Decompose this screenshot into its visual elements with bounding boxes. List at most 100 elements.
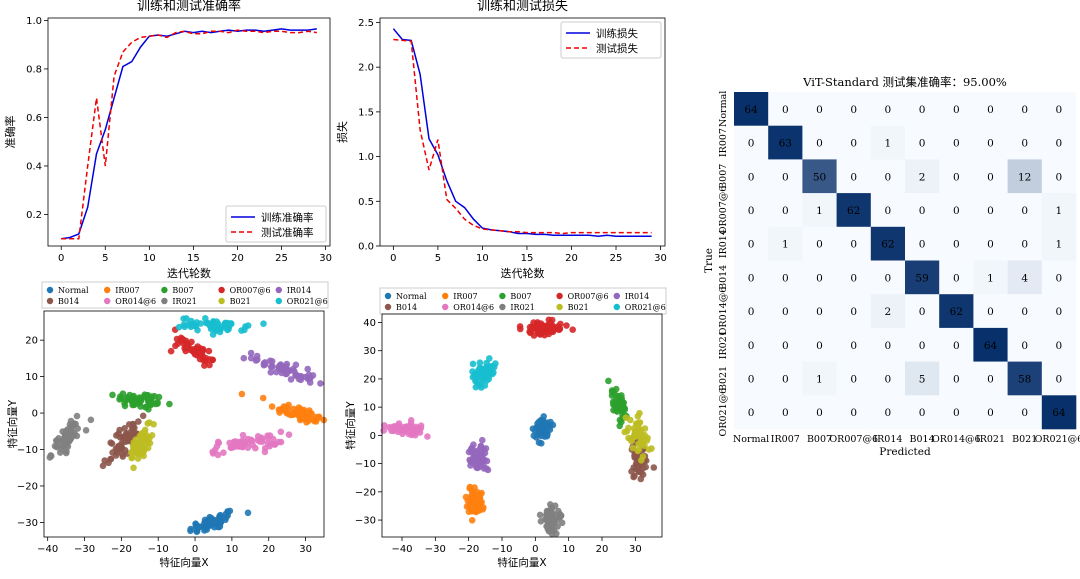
y-tick-label: 10 (363, 403, 376, 414)
heatmap-cell-value: 1 (987, 272, 994, 284)
y-axis-label: 特征向量Y (344, 401, 357, 450)
loss-chart: 训练和测试损失 0 5 10 15 20 25 30 0.0 0.5 1.0 1.5 2.0 2.5 迭代轮… (335, 0, 667, 280)
x-tick-label: B021 (1012, 434, 1037, 445)
heatmap-cell-value: 0 (850, 138, 857, 150)
y-tick-label: OR021@6 (718, 388, 729, 437)
heatmap-cell (939, 159, 974, 194)
y-axis-label: 准确率 (3, 116, 17, 149)
scatter-point (220, 449, 227, 457)
heatmap-cell-value: 0 (885, 205, 892, 217)
heatmap-cell-value: 0 (816, 407, 823, 419)
x-tick-label: 15 (187, 253, 200, 264)
scatter-point (119, 390, 127, 398)
scatter-point (285, 431, 293, 439)
scatter-point (267, 369, 275, 376)
heatmap-cell (870, 159, 906, 194)
heatmap-cell (870, 260, 906, 295)
legend-box (225, 205, 327, 243)
x-axis-label: 迭代轮数 (167, 266, 211, 280)
heatmap-cell-value: 0 (953, 239, 960, 251)
scatter-point (534, 319, 541, 326)
scatter-point (167, 347, 175, 355)
heatmap-cell (973, 193, 1008, 228)
scatter-point (199, 356, 207, 364)
scatter-point (486, 366, 494, 374)
heatmap-cell-value: 0 (919, 205, 926, 217)
x-tick-label: −30 (425, 544, 446, 555)
scatter-point (476, 364, 484, 372)
y-tick-label: −10 (17, 445, 38, 456)
scatter-point (112, 452, 120, 459)
scatter-point (47, 452, 55, 459)
heatmap-cell-value: 0 (850, 104, 857, 116)
heatmap-cell (1007, 92, 1043, 126)
heatmap-cell (836, 193, 872, 228)
scatter-point (137, 434, 145, 442)
y-tick-label: 30 (363, 346, 376, 357)
heatmap-cell (870, 361, 906, 396)
heatmap-cell (836, 294, 872, 329)
scatter-point (638, 457, 645, 464)
legend-label: IR007 (115, 286, 139, 295)
scatter-point (206, 513, 213, 521)
scatter-point (147, 398, 155, 406)
scatter-point (527, 329, 534, 337)
scatter-point (139, 412, 147, 420)
scatter-point (150, 421, 157, 428)
scatter-point (557, 512, 565, 519)
legend-label: OR007@6 (230, 286, 271, 295)
scatter-point (216, 328, 224, 336)
heatmap-cell-value: 0 (987, 171, 994, 183)
heatmap-cell (734, 395, 769, 430)
heatmap-cell (905, 159, 940, 194)
legend-marker (275, 286, 282, 294)
scatter-point (62, 449, 70, 457)
scatter-point (289, 365, 297, 373)
scatter-point (283, 408, 290, 415)
scatter-point (216, 520, 223, 528)
scatter-point (74, 425, 81, 432)
x-tick-label: −30 (74, 544, 95, 555)
scatter-point (197, 320, 204, 327)
heatmap-cell (1007, 125, 1043, 160)
heatmap-title: ViT-Standard 测试集准确率：95.00% (802, 75, 1007, 89)
heatmap-cell-value: 0 (748, 205, 755, 217)
heatmap-cell (734, 294, 769, 329)
heatmap-cell-value: 0 (953, 272, 960, 284)
heatmap-cell-value: 0 (1056, 171, 1063, 183)
legend-label: B007 (172, 286, 193, 295)
scatter-point (304, 365, 312, 373)
scatter-point (280, 364, 288, 371)
heatmap-cell-value: 0 (748, 239, 755, 251)
heatmap-cell-value: 0 (850, 239, 857, 251)
x-tick-label: 5 (435, 253, 441, 264)
heatmap-cell (870, 294, 906, 329)
x-tick-label: B007 (807, 434, 832, 445)
heatmap-cell-value: 5 (919, 373, 926, 385)
scatter-point (215, 439, 223, 447)
confusion-matrix: ViT-Standard 测试集准确率：95.00% 64 0 0 0 0 0 0 0 0 0 0 63… (703, 75, 1080, 458)
legend-marker (384, 303, 392, 311)
heatmap-cell (734, 193, 769, 228)
x-tick-label: 25 (610, 253, 623, 264)
x-tick-label: 20 (262, 544, 275, 555)
scatter-point (244, 322, 252, 329)
x-tick-label: 10 (143, 253, 156, 264)
x-tick-label: Normal (733, 434, 769, 445)
heatmap-cell (768, 159, 803, 194)
y-tick-label: 20 (363, 374, 376, 385)
heatmap-cell (734, 159, 769, 194)
y-tick-label: 0.2 (26, 210, 42, 221)
heatmap-cell (973, 125, 1008, 160)
scatter-point (130, 464, 137, 472)
scatter-point (528, 323, 536, 330)
scatter-point (187, 527, 194, 535)
heatmap-cell (768, 226, 803, 261)
heatmap-cell-value: 2 (919, 171, 926, 183)
scatter-point (115, 443, 122, 451)
heatmap-cell-value: 0 (953, 138, 960, 150)
heatmap-cell-value: 50 (813, 171, 826, 183)
scatter-point (315, 414, 322, 422)
legend-marker (556, 292, 563, 300)
scatter-point (308, 410, 315, 418)
